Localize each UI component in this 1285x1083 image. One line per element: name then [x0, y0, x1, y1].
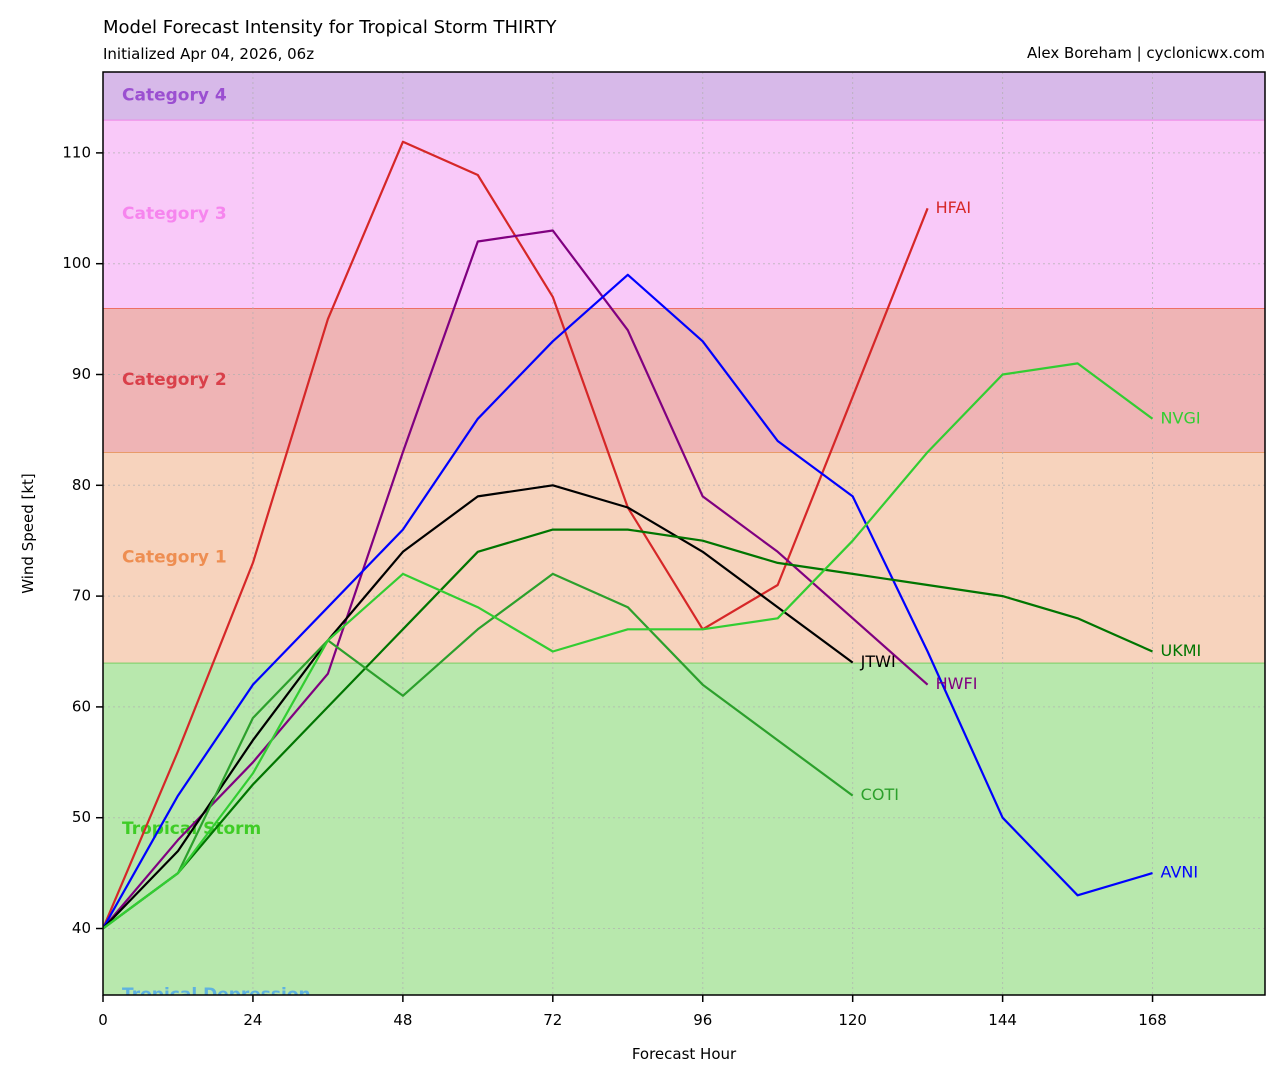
- x-tick-label: 144: [988, 1011, 1017, 1029]
- series-label-jtwi: JTWI: [860, 652, 896, 671]
- y-tick-label: 50: [72, 808, 91, 826]
- series-line-coti: [103, 572, 854, 930]
- band-label-category-3: Category 3: [122, 204, 227, 224]
- series-line-ukmi: [103, 528, 1153, 930]
- band-label-category-2: Category 2: [122, 370, 227, 390]
- y-tick-label: 100: [62, 254, 91, 272]
- x-tick-label: 0: [98, 1011, 108, 1029]
- x-axis-label: Forecast Hour: [632, 1045, 737, 1063]
- band-category-4: [103, 72, 1265, 120]
- band-category-1: [103, 452, 1265, 663]
- band-category-2: [103, 308, 1265, 453]
- chart-subtitle: Initialized Apr 04, 2026, 06z: [103, 45, 315, 63]
- series-label-hfai: HFAI: [936, 198, 971, 217]
- band-label-category-4: Category 4: [122, 85, 227, 105]
- series-line-jtwi: [103, 484, 854, 930]
- x-tick-label: 168: [1138, 1011, 1167, 1029]
- x-tick-label: 72: [543, 1011, 562, 1029]
- x-tick-label: 48: [393, 1011, 412, 1029]
- y-tick-label: 60: [72, 697, 91, 715]
- chart-credit: Alex Boreham | cyclonicwx.com: [1026, 44, 1265, 62]
- series-label-ukmi: UKMI: [1161, 641, 1202, 660]
- series-label-nvgi: NVGI: [1161, 408, 1201, 427]
- y-tick-label: 70: [72, 587, 91, 605]
- y-tick-label: 110: [62, 143, 91, 161]
- x-tick-label: 24: [243, 1011, 262, 1029]
- y-axis-label: Wind Speed [kt]: [19, 473, 37, 594]
- band-category-3: [103, 119, 1265, 309]
- band-label-category-1: Category 1: [122, 547, 227, 567]
- band-label-tropical-depression: Tropical Depression: [122, 985, 311, 1005]
- y-tick-label: 80: [72, 476, 91, 494]
- x-tick-label: 120: [838, 1011, 867, 1029]
- y-tick-label: 40: [72, 919, 91, 937]
- series-label-hwfi: HWFI: [936, 674, 978, 693]
- plot-frame: [102, 71, 1266, 996]
- chart-title: Model Forecast Intensity for Tropical St…: [103, 17, 557, 38]
- series-line-avni: [103, 273, 1153, 930]
- series-label-coti: COTI: [861, 785, 899, 804]
- x-tick-label: 96: [693, 1011, 712, 1029]
- series-line-nvgi: [103, 362, 1154, 930]
- band-tropical-storm: [103, 662, 1265, 995]
- series-label-avni: AVNI: [1161, 863, 1199, 882]
- y-tick-label: 90: [72, 365, 91, 383]
- series-line-hwfi: [103, 229, 929, 930]
